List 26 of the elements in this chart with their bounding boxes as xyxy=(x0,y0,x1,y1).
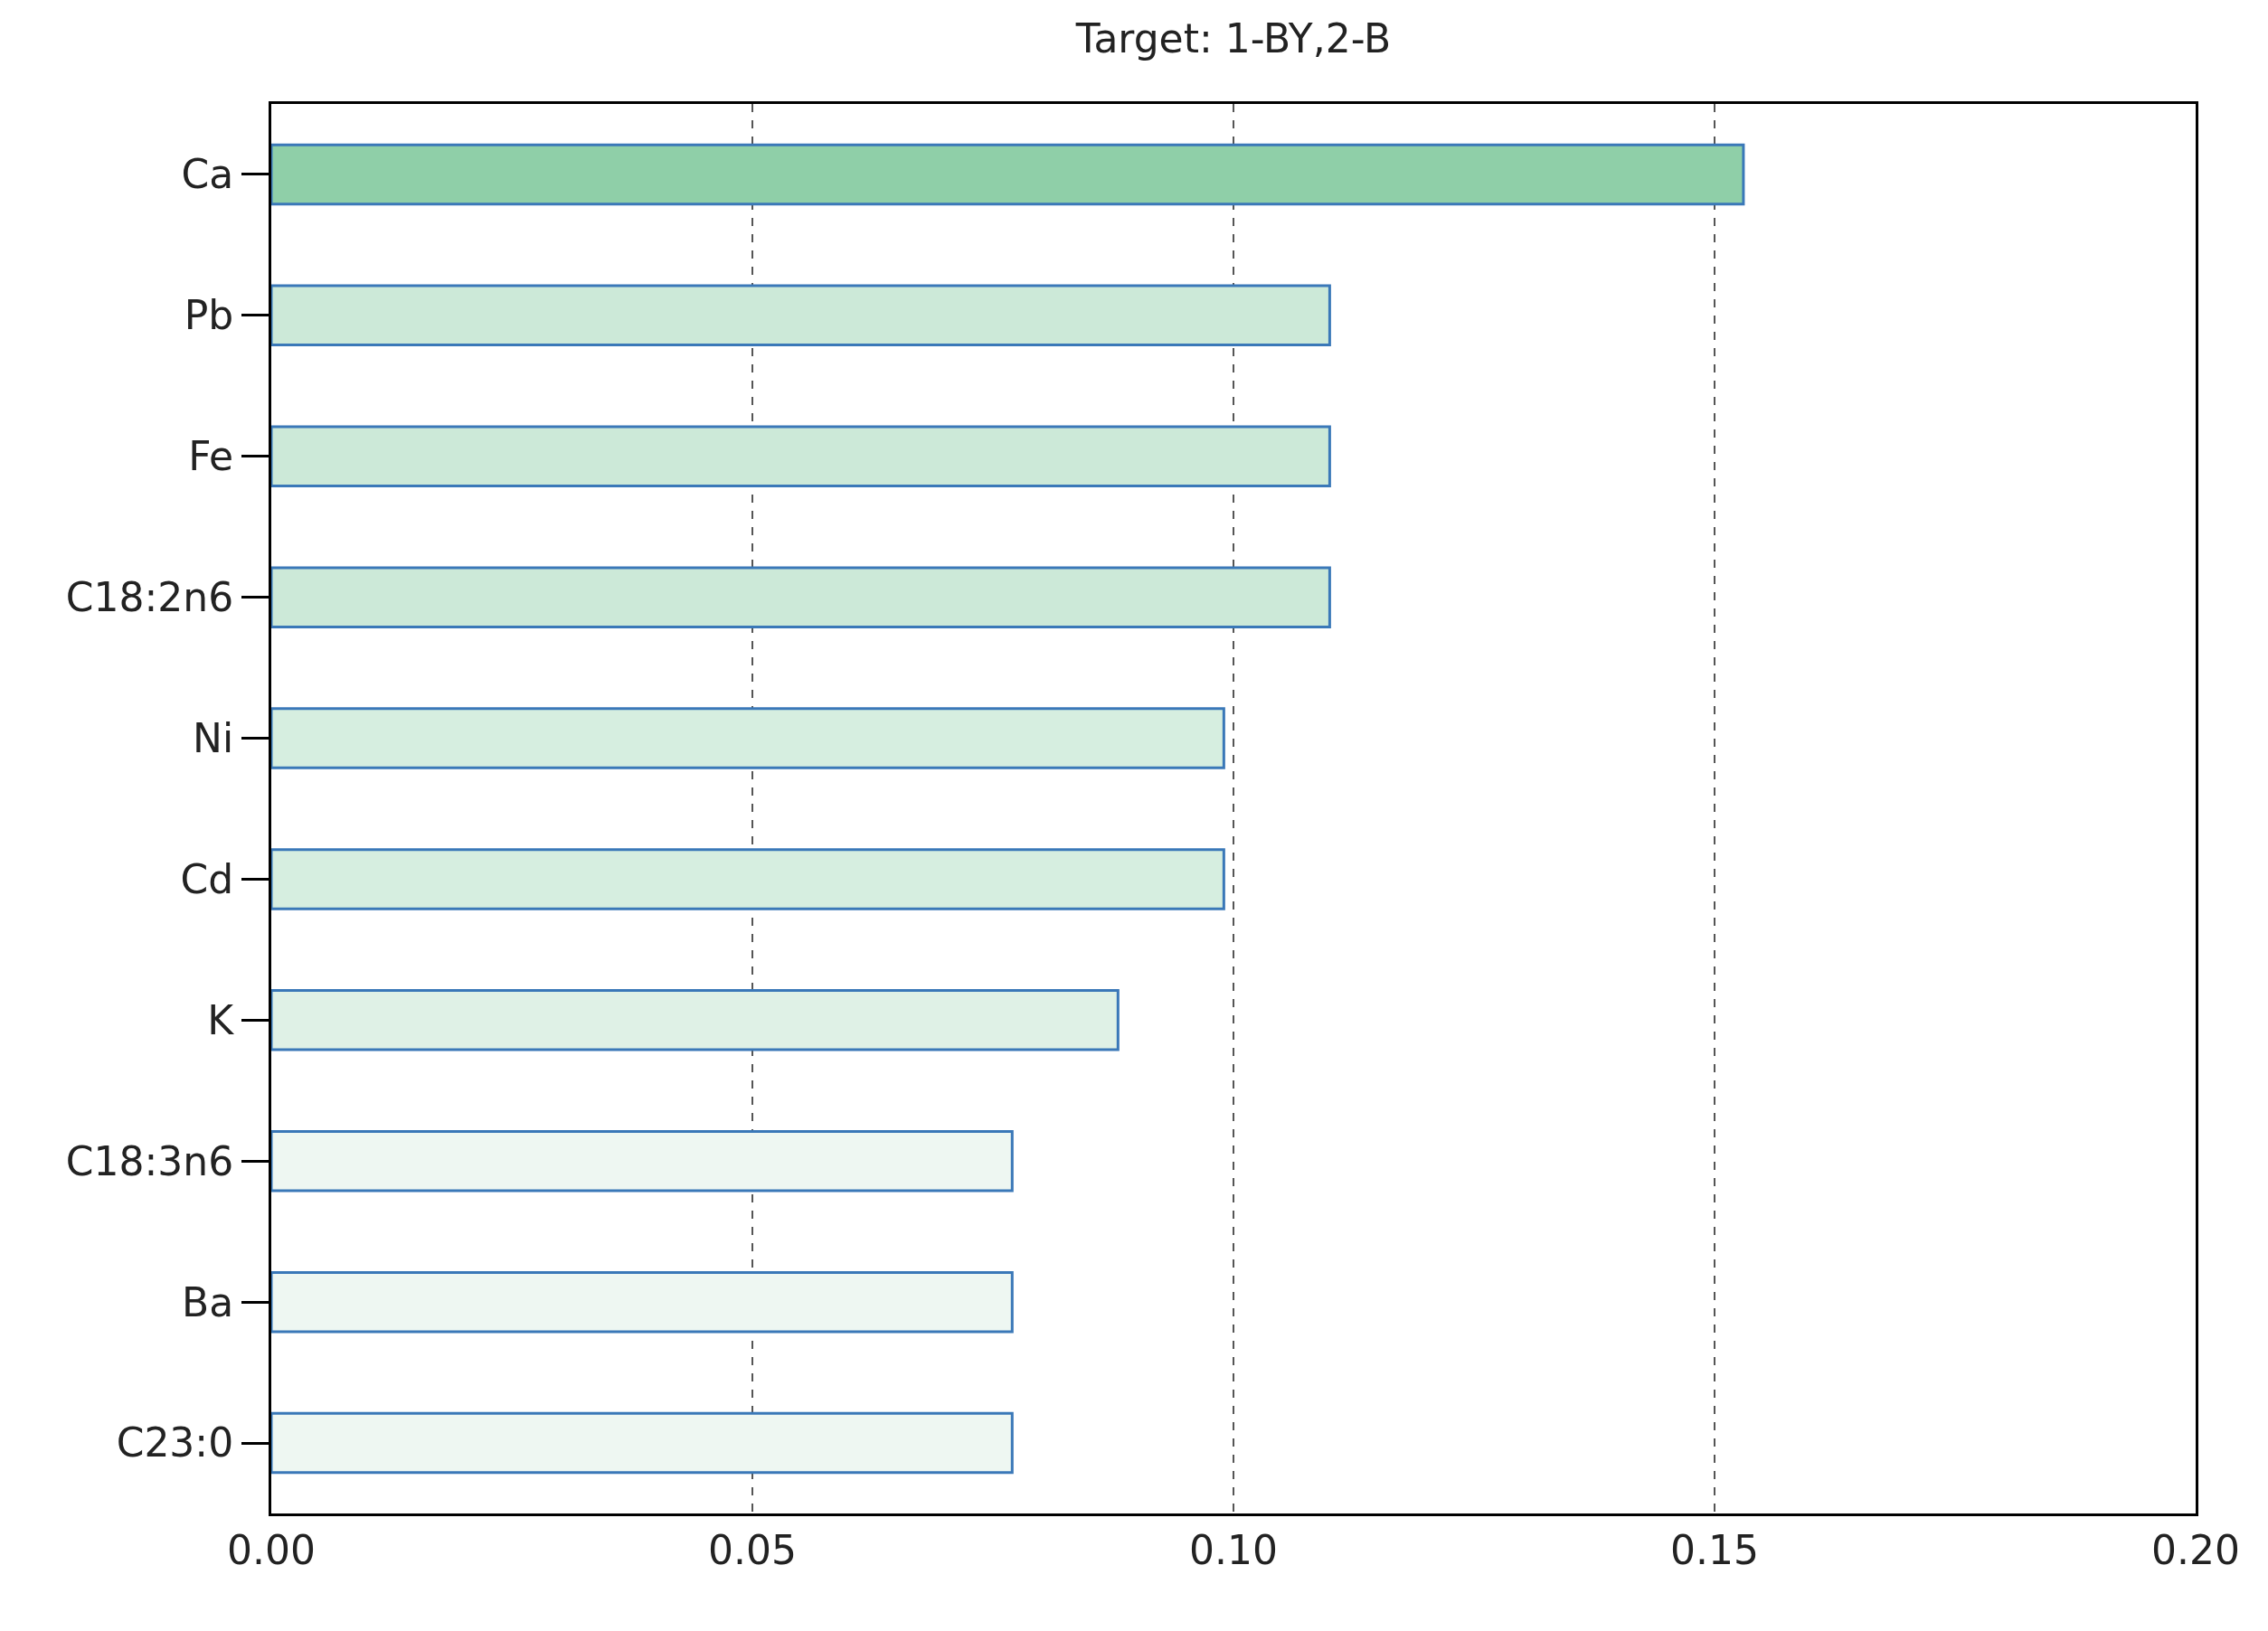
y-tick-label: Pb xyxy=(184,292,234,339)
y-tick-label: Ni xyxy=(193,714,234,761)
x-tick-label: 0.10 xyxy=(1189,1526,1278,1573)
y-tick-label: Fe xyxy=(188,433,234,480)
y-tick-label: C23:0 xyxy=(116,1419,234,1466)
chart-title: Target: 1-BY,2-B xyxy=(1074,14,1392,61)
y-tick-label: Cd xyxy=(180,855,234,902)
x-tick-label: 0.00 xyxy=(227,1526,316,1573)
bar xyxy=(271,848,1225,910)
x-tick-label: 0.05 xyxy=(708,1526,797,1573)
y-tick-label: Ba xyxy=(182,1278,234,1325)
x-tick-label: 0.20 xyxy=(2151,1526,2240,1573)
bar xyxy=(271,1411,1014,1475)
bar xyxy=(271,284,1331,347)
y-tick-label: Ca xyxy=(181,151,234,198)
bar xyxy=(271,425,1331,487)
y-tick-label: C18:2n6 xyxy=(65,574,234,621)
y-tick-label: K xyxy=(207,996,235,1043)
bar xyxy=(271,143,1745,206)
bar xyxy=(271,566,1331,628)
x-tick-label: 0.15 xyxy=(1670,1526,1759,1573)
y-tick-label: C18:3n6 xyxy=(65,1137,234,1184)
bar xyxy=(271,707,1225,769)
bar xyxy=(271,1270,1014,1334)
bar xyxy=(271,1130,1014,1193)
bar xyxy=(271,989,1120,1051)
